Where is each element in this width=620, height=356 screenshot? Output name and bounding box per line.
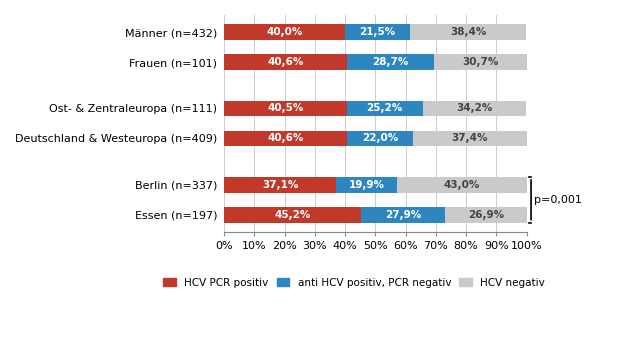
Bar [347,131,414,146]
Text: 21,5%: 21,5% [360,27,396,37]
Bar [345,24,410,40]
Text: 30,7%: 30,7% [462,57,498,67]
Bar [445,207,526,222]
Bar [347,101,423,116]
Text: 26,9%: 26,9% [467,210,504,220]
Text: 43,0%: 43,0% [443,180,480,190]
Text: 37,1%: 37,1% [262,180,298,190]
Text: 28,7%: 28,7% [372,57,409,67]
Bar [224,54,347,70]
Text: 34,2%: 34,2% [456,104,493,114]
Text: 40,6%: 40,6% [267,57,304,67]
Text: 40,0%: 40,0% [267,27,303,37]
Text: p=0,001: p=0,001 [534,195,582,205]
Text: 27,9%: 27,9% [385,210,421,220]
Text: 40,5%: 40,5% [267,104,304,114]
Text: 40,6%: 40,6% [267,134,304,143]
Bar [224,131,347,146]
Bar [414,131,526,146]
Bar [434,54,526,70]
Text: 19,9%: 19,9% [348,180,384,190]
Text: 25,2%: 25,2% [366,104,403,114]
Bar [224,24,345,40]
Text: 37,4%: 37,4% [452,134,488,143]
Bar [410,24,526,40]
Text: 22,0%: 22,0% [362,134,398,143]
Bar [224,177,337,193]
Bar [337,177,397,193]
Bar [423,101,526,116]
Bar [361,207,445,222]
Legend: HCV PCR positiv, anti HCV positiv, PCR negativ, HCV negativ: HCV PCR positiv, anti HCV positiv, PCR n… [159,273,549,292]
Bar [224,207,361,222]
Bar [397,177,526,193]
Text: 38,4%: 38,4% [450,27,486,37]
Bar [347,54,434,70]
Bar [224,101,347,116]
Text: 45,2%: 45,2% [274,210,311,220]
